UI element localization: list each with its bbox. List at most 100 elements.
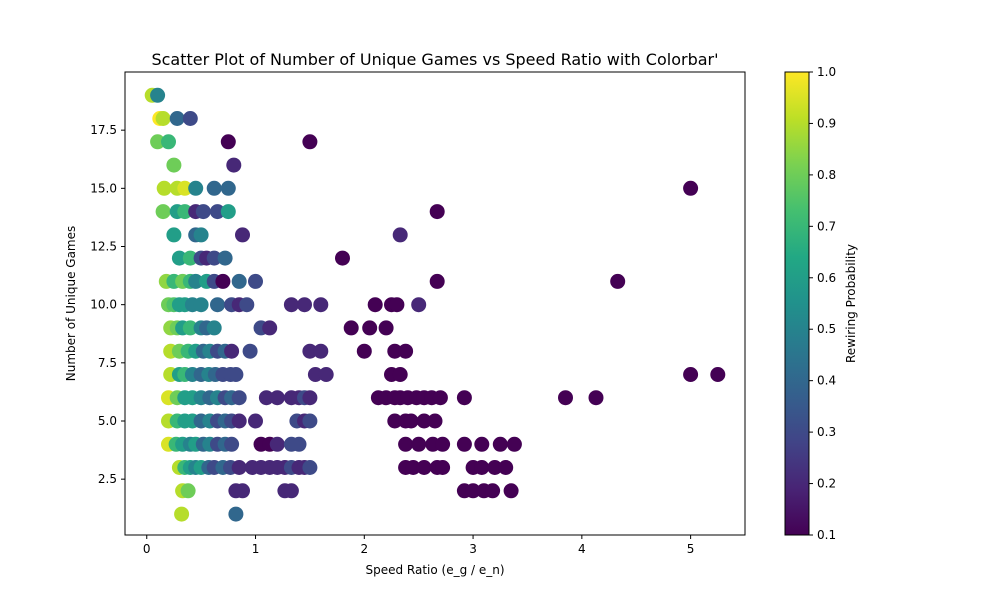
data-point <box>485 483 501 499</box>
data-point <box>392 367 408 382</box>
data-point <box>405 460 421 475</box>
data-point <box>487 460 503 475</box>
plot-frame <box>124 71 746 536</box>
data-point <box>224 436 240 452</box>
data-point <box>318 367 334 382</box>
data-point <box>150 134 166 150</box>
x-axis: 0 1 2 3 4 5 <box>143 535 695 556</box>
y-tick-label: 15.0 <box>90 181 117 195</box>
data-point <box>474 436 490 452</box>
data-point <box>155 204 171 220</box>
data-point <box>411 436 427 452</box>
data-point <box>217 250 233 266</box>
data-point <box>210 204 225 220</box>
data-point <box>215 273 231 289</box>
data-point <box>283 297 299 313</box>
data-point <box>188 273 204 289</box>
data-point <box>307 367 323 382</box>
data-point <box>224 343 240 359</box>
data-point <box>465 483 481 499</box>
data-point <box>228 506 244 522</box>
colorbar-tick-label: 0.5 <box>817 322 836 336</box>
data-point <box>474 460 490 475</box>
colorbar-ticks: 0.1 0.2 0.3 0.4 0.5 0.6 0.7 0.8 0.9 1.0 <box>809 65 836 542</box>
data-point <box>193 297 209 313</box>
data-point <box>302 134 318 150</box>
data-point <box>411 297 427 313</box>
data-point <box>239 297 255 313</box>
data-point <box>269 390 285 406</box>
data-point <box>242 343 258 359</box>
data-point <box>231 273 247 289</box>
y-tick-label: 10.0 <box>90 298 117 312</box>
data-point <box>335 250 350 266</box>
data-point <box>206 320 222 336</box>
data-point <box>683 367 699 382</box>
data-point <box>174 506 190 522</box>
x-tick-label: 4 <box>578 542 586 556</box>
data-point <box>220 204 236 220</box>
data-point <box>389 297 405 313</box>
data-point <box>435 436 451 452</box>
data-point <box>297 297 312 313</box>
colorbar-tick-label: 0.7 <box>817 219 836 233</box>
data-point <box>258 390 274 406</box>
colorbar-tick-label: 0.4 <box>817 374 836 388</box>
data-point <box>231 460 247 475</box>
data-point <box>182 250 198 266</box>
colorbar-gradient <box>784 71 810 536</box>
data-point <box>220 134 236 150</box>
y-axis: 2.5 5.0 7.5 10.0 12.5 15.0 17.5 <box>90 123 125 486</box>
data-point <box>291 436 307 452</box>
colorbar-label: Rewiring Probability <box>844 244 858 363</box>
data-point <box>166 227 182 243</box>
x-tick-label: 5 <box>687 542 695 556</box>
data-point <box>235 483 250 499</box>
data-point <box>378 320 394 336</box>
data-point <box>416 413 432 429</box>
data-point <box>182 111 198 126</box>
data-point <box>283 483 299 499</box>
points-layer <box>144 87 726 522</box>
data-point <box>177 180 193 196</box>
y-tick-label: 5.0 <box>98 414 117 428</box>
data-point <box>195 204 211 220</box>
data-point <box>155 111 171 126</box>
data-point <box>392 227 408 243</box>
data-point <box>171 250 187 266</box>
chart-title: Scatter Plot of Number of Unique Games v… <box>151 50 718 69</box>
data-point <box>193 227 209 243</box>
data-point <box>231 413 247 429</box>
data-point <box>398 436 414 452</box>
data-point <box>302 390 318 406</box>
data-point <box>710 367 726 382</box>
data-point <box>398 343 414 359</box>
data-point <box>169 111 185 126</box>
data-point <box>498 460 514 475</box>
data-point <box>206 250 222 266</box>
data-point <box>367 297 383 313</box>
y-tick-label: 7.5 <box>98 356 117 370</box>
data-point <box>313 297 329 313</box>
data-point <box>403 413 419 429</box>
data-point <box>492 436 508 452</box>
y-tick-label: 2.5 <box>98 472 117 486</box>
colorbar-tick-label: 0.8 <box>817 168 836 182</box>
data-point <box>302 343 318 359</box>
data-point <box>180 483 196 499</box>
data-point <box>456 390 472 406</box>
x-tick-label: 2 <box>360 542 368 556</box>
data-point <box>313 343 329 359</box>
x-tick-label: 0 <box>143 542 151 556</box>
y-tick-label: 12.5 <box>90 239 117 253</box>
data-point <box>231 390 247 406</box>
data-point <box>362 320 378 336</box>
data-point <box>429 204 445 220</box>
data-point <box>156 180 172 196</box>
colorbar-tick-label: 1.0 <box>817 65 836 79</box>
data-point <box>182 320 198 336</box>
colorbar-tick-label: 0.9 <box>817 116 836 130</box>
data-point <box>456 436 472 452</box>
data-point <box>150 87 166 103</box>
